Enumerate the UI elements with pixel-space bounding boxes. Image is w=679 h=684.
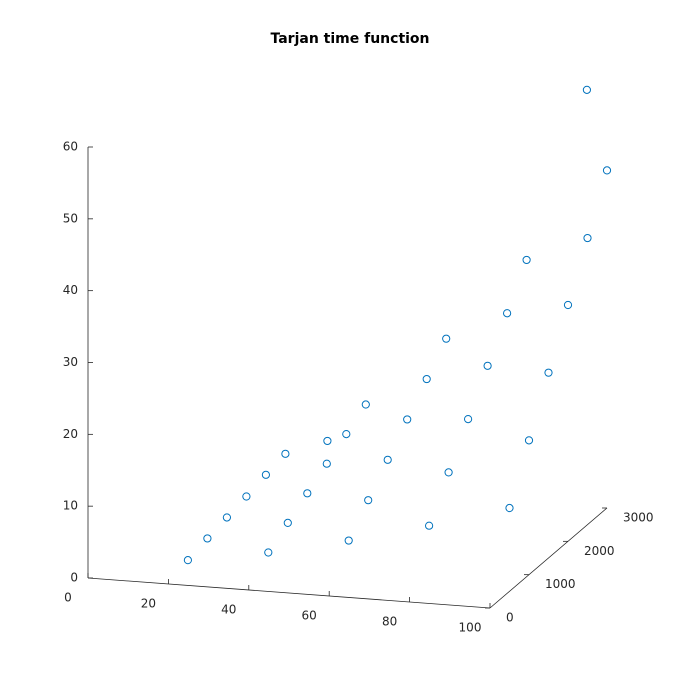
- point: [322, 459, 331, 468]
- point: [283, 518, 292, 528]
- x-axis: [87, 577, 491, 609]
- point: [323, 436, 332, 446]
- y-axis: [489, 507, 608, 609]
- point: [503, 309, 512, 318]
- point: [403, 415, 412, 424]
- point: [464, 415, 473, 424]
- point: [342, 430, 351, 439]
- point: [242, 492, 251, 501]
- point: [303, 489, 312, 498]
- point: [602, 166, 612, 175]
- point: [222, 513, 231, 522]
- point: [261, 470, 270, 479]
- point: [281, 449, 290, 458]
- x-tick-label: 0: [64, 591, 72, 605]
- z-tick-label: 20: [63, 427, 78, 441]
- z-tick-label: 60: [63, 140, 78, 154]
- point: [361, 400, 370, 409]
- x-tick-label: 60: [302, 609, 317, 623]
- z-tick-label: 10: [63, 499, 78, 513]
- point: [344, 536, 353, 545]
- point: [444, 468, 453, 477]
- point: [425, 521, 434, 530]
- point: [563, 300, 573, 310]
- x-tick-label: 20: [141, 597, 156, 611]
- point: [364, 496, 373, 505]
- point: [422, 374, 431, 384]
- point: [582, 85, 592, 94]
- x-tick-label: 40: [221, 603, 236, 617]
- x-tick-label: 100: [459, 621, 482, 635]
- y-tick-label: 2000: [584, 544, 615, 558]
- point: [442, 334, 451, 343]
- point: [524, 436, 534, 445]
- y-tick-label: 0: [506, 611, 514, 625]
- z-tick-label: 0: [70, 571, 78, 585]
- point: [505, 503, 514, 513]
- point: [522, 255, 531, 265]
- y-tick-label: 1000: [545, 577, 576, 591]
- z-tick-label: 30: [63, 355, 78, 369]
- point: [264, 548, 273, 557]
- point: [383, 455, 392, 464]
- chart-title: Tarjan time function: [270, 31, 429, 47]
- z-tick-label: 50: [63, 211, 78, 225]
- point: [544, 368, 553, 377]
- point: [583, 233, 592, 243]
- point: [483, 361, 492, 370]
- z-tick-label: 40: [63, 283, 78, 297]
- y-tick-label: 3000: [623, 511, 654, 525]
- x-tick-label: 80: [382, 615, 397, 629]
- point: [203, 534, 212, 543]
- point: [183, 556, 192, 565]
